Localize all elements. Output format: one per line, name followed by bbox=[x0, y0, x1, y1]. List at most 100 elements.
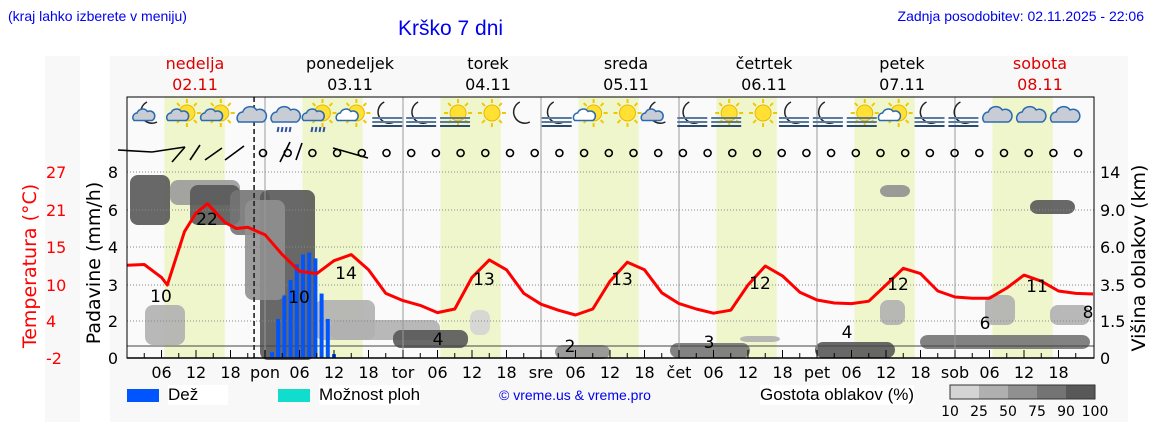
moon-fog-icon bbox=[677, 101, 708, 127]
cloud-density-legend-label: Gostota oblakov (%) bbox=[760, 385, 915, 405]
cloud-height-tick-label: 0 bbox=[1100, 349, 1110, 368]
cloud-height-tick-label: 3.5 bbox=[1100, 276, 1125, 295]
rain-drop bbox=[318, 126, 322, 133]
calm-wind-icon bbox=[950, 148, 959, 158]
cloud-density-tick-label: 25 bbox=[970, 404, 988, 420]
wind-barb-icon bbox=[224, 145, 245, 161]
rain-swatch bbox=[127, 389, 159, 402]
x-tick-label: 12 bbox=[186, 363, 206, 382]
cloud-density-patch bbox=[740, 336, 780, 342]
sun-ray bbox=[481, 102, 486, 107]
calm-wind-icon bbox=[703, 148, 712, 158]
day-name: četrtek bbox=[736, 54, 794, 73]
cloud-height-tick-label: 1.5 bbox=[1100, 312, 1125, 331]
calm-wind-icon bbox=[1073, 148, 1083, 158]
calm-wind-icon bbox=[308, 148, 317, 158]
cloud-density-tick-label: 100 bbox=[1082, 404, 1109, 420]
sun-ray bbox=[176, 102, 181, 107]
sun-ray bbox=[752, 102, 757, 107]
cloud-density-patch bbox=[130, 175, 170, 225]
rain-legend-label: Dež bbox=[168, 385, 229, 405]
sun-ray bbox=[362, 119, 367, 124]
x-tick-label: 12 bbox=[600, 363, 620, 382]
sun-ray bbox=[464, 102, 469, 107]
day-name: sobota bbox=[1013, 54, 1067, 73]
day-date: 07.11 bbox=[879, 75, 925, 94]
cloud-shape bbox=[132, 108, 156, 122]
calm-wind-icon bbox=[505, 148, 515, 158]
wind-barb-icon bbox=[171, 146, 186, 163]
cloud-shape bbox=[982, 106, 1013, 123]
temperature-axis-panel bbox=[45, 56, 80, 422]
moon-cloud-icon bbox=[640, 101, 666, 124]
temperature-label: 10 bbox=[288, 288, 310, 308]
day-name: sreda bbox=[604, 54, 648, 73]
cloud-shape bbox=[270, 106, 301, 123]
rain-drop bbox=[314, 126, 318, 133]
cloud-density-patch bbox=[985, 295, 1015, 325]
x-tick-label: 18 bbox=[358, 363, 378, 382]
sun-ray bbox=[227, 102, 232, 107]
x-tick-label: 06 bbox=[289, 363, 309, 382]
temperature-label: 8 bbox=[1083, 303, 1094, 323]
sun-ray bbox=[210, 102, 215, 107]
temperature-tick-label: 21 bbox=[46, 201, 66, 220]
sun-rain-cloud-icon bbox=[301, 99, 337, 133]
moon-icon bbox=[512, 101, 531, 124]
cloud-density-patch bbox=[880, 185, 910, 197]
sun-ray bbox=[227, 119, 232, 124]
wind-barb-icon bbox=[204, 147, 223, 161]
calm-wind-icon bbox=[530, 148, 540, 158]
wind-barb-icon bbox=[295, 142, 303, 161]
temperature-label: 22 bbox=[196, 210, 218, 230]
cloud-icon bbox=[982, 106, 1013, 123]
sun-ray bbox=[769, 102, 774, 107]
x-tick-label: 06 bbox=[427, 363, 447, 382]
cloud-density-patch bbox=[393, 330, 468, 348]
temperature-tick-label: 10 bbox=[46, 276, 66, 295]
rain-cloud-icon bbox=[270, 106, 301, 133]
location-menu-hint: (kraj lahko izberete v meniju) bbox=[8, 8, 187, 24]
moon-fog-icon bbox=[372, 101, 403, 127]
cloud-density-tick-label: 10 bbox=[941, 404, 959, 420]
daylight-band bbox=[440, 97, 501, 358]
day-date: 05.11 bbox=[603, 75, 649, 94]
sun-icon bbox=[749, 99, 778, 127]
sun-fog-icon bbox=[846, 99, 879, 127]
cloud-icon bbox=[236, 106, 268, 123]
temperature-tick-label: -2 bbox=[46, 349, 62, 368]
calm-wind-icon bbox=[826, 148, 836, 158]
sun-ray bbox=[498, 119, 503, 124]
copyright-link[interactable]: © vreme.us & vreme.pro bbox=[499, 387, 651, 403]
x-tick-label: 18 bbox=[220, 363, 240, 382]
cloud-shape bbox=[199, 108, 224, 122]
rain-drop bbox=[322, 126, 326, 133]
temperature-label: 14 bbox=[335, 264, 357, 284]
x-tick-label: 06 bbox=[565, 363, 585, 382]
sun-ray bbox=[328, 119, 334, 124]
cloud-icon bbox=[1015, 106, 1047, 123]
sun-ray bbox=[481, 119, 486, 124]
moon-fog-icon bbox=[541, 101, 572, 127]
cloud-density-patch bbox=[1050, 305, 1090, 325]
cloud-height-axis-title: Višina oblakov (km) bbox=[1128, 165, 1150, 352]
temperature-tick-label: 15 bbox=[46, 238, 66, 257]
calm-wind-icon bbox=[876, 148, 885, 158]
page-title: Krško 7 dni bbox=[398, 17, 504, 40]
cloud-density-tick-label: 50 bbox=[999, 404, 1017, 420]
precip-axis-title: Padavine (mm/h) bbox=[83, 182, 105, 345]
calm-wind-icon bbox=[727, 148, 737, 158]
sun-fog-icon bbox=[711, 99, 744, 127]
calm-wind-icon bbox=[1049, 148, 1058, 158]
sun-small-cloud-icon bbox=[877, 99, 913, 127]
calm-wind-icon bbox=[406, 148, 416, 158]
daylight-band bbox=[578, 97, 639, 358]
precip-tick-label: 8 bbox=[108, 163, 118, 182]
cloud-shape bbox=[165, 108, 190, 122]
rain-drop bbox=[310, 126, 314, 133]
x-tick-label: pon bbox=[250, 363, 280, 382]
calm-wind-icon bbox=[974, 148, 984, 158]
rain-drop bbox=[276, 126, 280, 133]
wind-barb-icon bbox=[117, 149, 153, 153]
cloud-density-patch bbox=[920, 335, 1090, 349]
